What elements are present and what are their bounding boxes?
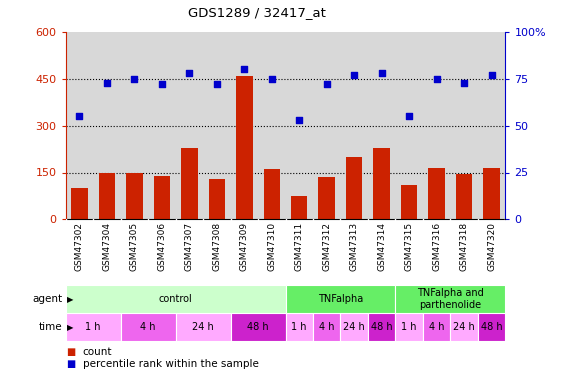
Text: GSM47314: GSM47314 (377, 222, 386, 271)
Text: 48 h: 48 h (481, 322, 502, 332)
Text: GSM47308: GSM47308 (212, 222, 222, 271)
Text: 4 h: 4 h (429, 322, 444, 332)
Point (349, 72, 359, 78)
Text: 4 h: 4 h (140, 322, 156, 332)
Text: ▶: ▶ (67, 295, 73, 304)
Text: GSM47320: GSM47320 (487, 222, 496, 271)
Bar (395, 285, 505, 313)
Point (75, 113, 84, 119)
Point (185, 70, 194, 76)
Text: 1 h: 1 h (86, 322, 101, 332)
Text: TNFalpha and
parthenolide: TNFalpha and parthenolide (417, 288, 484, 310)
Bar (346, 157, 363, 219)
Text: GSM47318: GSM47318 (460, 222, 469, 271)
Text: GSM47305: GSM47305 (130, 222, 139, 271)
Bar (456, 174, 472, 219)
Text: 24 h: 24 h (453, 322, 475, 332)
Bar (291, 196, 307, 219)
Bar (401, 185, 417, 219)
Text: GDS1289 / 32417_at: GDS1289 / 32417_at (188, 6, 326, 19)
Text: GSM47307: GSM47307 (185, 222, 194, 271)
Text: GSM47302: GSM47302 (75, 222, 84, 271)
Text: 1 h: 1 h (291, 322, 307, 332)
Bar (71, 188, 88, 219)
Text: GSM47312: GSM47312 (322, 222, 331, 271)
Text: count: count (83, 347, 112, 357)
Bar (176, 313, 231, 341)
Text: GSM47315: GSM47315 (405, 222, 413, 271)
Bar (478, 313, 505, 341)
Point (267, 76, 276, 82)
Text: GSM47309: GSM47309 (240, 222, 249, 271)
Text: ■: ■ (66, 359, 75, 369)
Bar (423, 313, 451, 341)
Bar (154, 176, 170, 219)
Text: ■: ■ (66, 347, 75, 357)
Bar (313, 313, 340, 341)
Bar (236, 76, 252, 219)
Text: agent: agent (33, 294, 63, 304)
Text: control: control (159, 294, 192, 304)
Point (432, 76, 441, 82)
Text: GSM47316: GSM47316 (432, 222, 441, 271)
Bar (263, 170, 280, 219)
Point (130, 76, 139, 82)
Bar (66, 285, 286, 313)
Text: 24 h: 24 h (192, 322, 214, 332)
Text: 48 h: 48 h (247, 322, 269, 332)
Text: 48 h: 48 h (371, 322, 392, 332)
Bar (231, 313, 286, 341)
Text: GSM47306: GSM47306 (158, 222, 166, 271)
Bar (395, 313, 423, 341)
Text: time: time (39, 322, 63, 332)
Text: GSM47304: GSM47304 (102, 222, 111, 271)
Point (322, 81, 331, 87)
Bar (286, 285, 395, 313)
Bar (319, 177, 335, 219)
Bar (373, 147, 390, 219)
Bar (451, 313, 478, 341)
Bar (483, 168, 500, 219)
Bar (428, 168, 445, 219)
Point (157, 81, 166, 87)
Point (405, 113, 414, 119)
Bar (66, 313, 120, 341)
Bar (340, 313, 368, 341)
Text: percentile rank within the sample: percentile rank within the sample (83, 359, 259, 369)
Point (212, 81, 222, 87)
Bar (126, 172, 143, 219)
Point (295, 117, 304, 123)
Text: 1 h: 1 h (401, 322, 417, 332)
Text: TNFalpha: TNFalpha (318, 294, 363, 304)
Bar (368, 313, 395, 341)
Bar (208, 179, 225, 219)
Bar (99, 172, 115, 219)
Text: GSM47313: GSM47313 (349, 222, 359, 271)
Point (460, 80, 469, 86)
Point (240, 66, 249, 72)
Point (377, 70, 386, 76)
Text: ▶: ▶ (67, 322, 73, 332)
Bar (181, 147, 198, 219)
Point (102, 80, 111, 86)
Text: 4 h: 4 h (319, 322, 335, 332)
Text: GSM47311: GSM47311 (295, 222, 304, 271)
Text: 24 h: 24 h (343, 322, 365, 332)
Text: GSM47310: GSM47310 (267, 222, 276, 271)
Bar (286, 313, 313, 341)
Bar (120, 313, 176, 341)
Point (487, 72, 496, 78)
